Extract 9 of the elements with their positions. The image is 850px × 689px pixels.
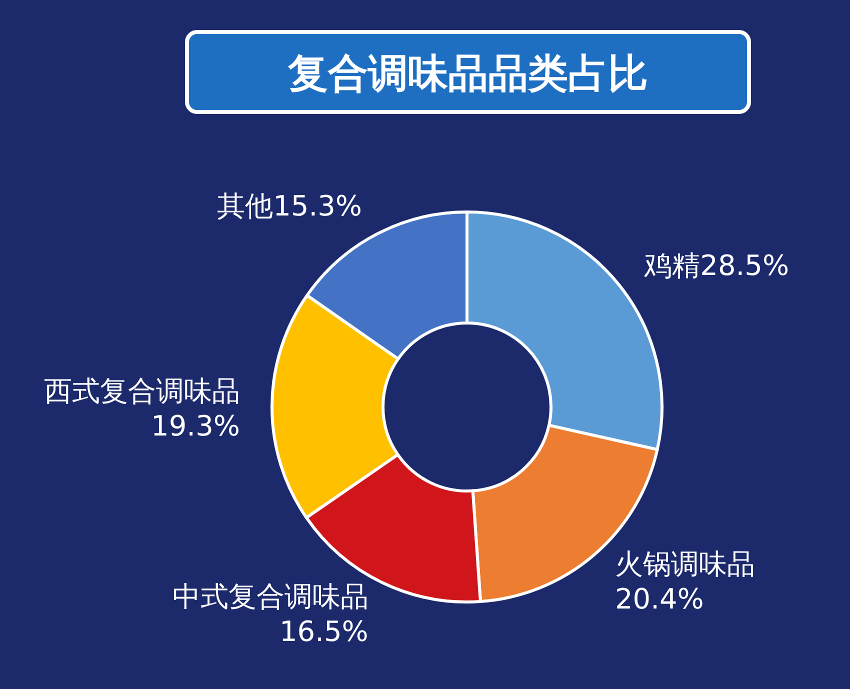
data-label: 19.3% xyxy=(151,410,240,443)
data-label: 20.4% xyxy=(614,582,704,616)
data-label: 16.5% xyxy=(279,614,368,648)
slice-label: 中式复合调味品 xyxy=(172,580,368,613)
slice-label: 其他15.3% xyxy=(217,190,362,223)
slice-label: 西式复合调味品 xyxy=(44,374,240,408)
chart-title: 复合调味品品类占比 xyxy=(287,51,648,97)
slice-label: 鸡精28.5% xyxy=(643,248,790,282)
slice-label: 火锅调味品 xyxy=(614,548,755,581)
